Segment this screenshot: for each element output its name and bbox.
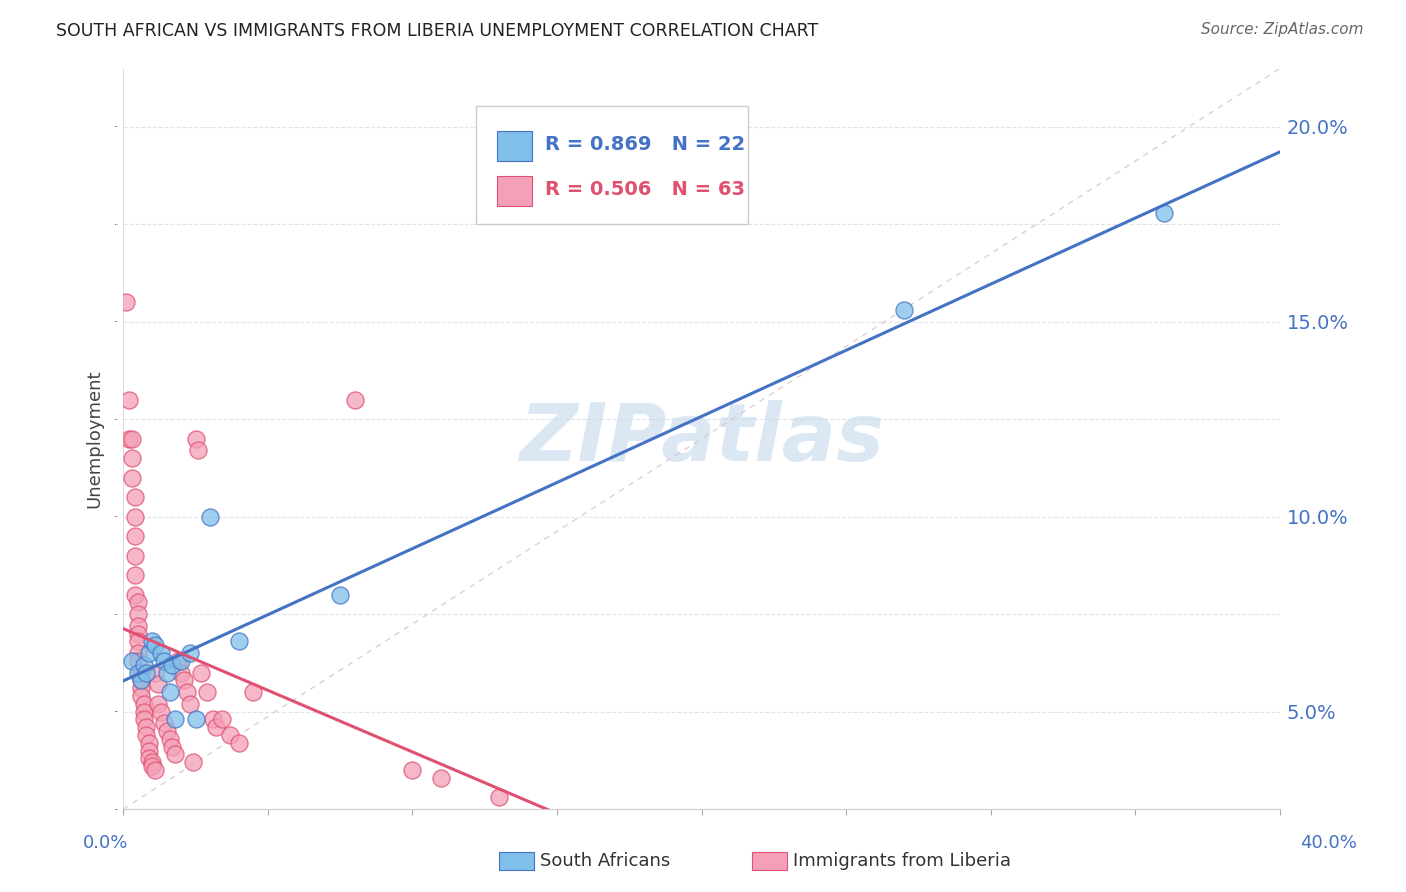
Point (146, 697, 169, 711)
FancyBboxPatch shape (496, 131, 531, 161)
Point (204, 720, 226, 734)
Point (173, 673, 195, 688)
Point (138, 743, 160, 757)
FancyBboxPatch shape (477, 105, 748, 224)
Point (129, 681, 152, 696)
Point (127, 634, 149, 648)
Point (430, 771, 453, 785)
Point (124, 509, 146, 524)
Point (132, 697, 155, 711)
Point (141, 756, 163, 770)
Point (179, 646, 201, 660)
Point (132, 712, 155, 726)
Point (143, 763, 166, 777)
Text: 40.0%: 40.0% (1301, 834, 1357, 852)
Point (179, 697, 201, 711)
Point (184, 712, 207, 726)
FancyBboxPatch shape (496, 176, 531, 205)
Point (167, 654, 190, 668)
Point (159, 731, 181, 746)
Point (198, 509, 221, 524)
Point (127, 654, 149, 668)
Point (488, 790, 510, 805)
Point (165, 712, 187, 726)
Point (118, 392, 141, 407)
Point (143, 638, 166, 652)
Point (127, 595, 149, 609)
Point (329, 588, 352, 602)
Point (121, 471, 143, 485)
Point (190, 665, 212, 680)
Point (201, 712, 224, 726)
Point (127, 619, 149, 633)
Text: 0.0%: 0.0% (83, 834, 128, 852)
Point (228, 634, 250, 648)
Point (129, 673, 152, 688)
Point (129, 673, 152, 688)
Point (159, 685, 181, 699)
Point (124, 490, 146, 504)
Point (141, 634, 163, 648)
Point (162, 657, 184, 672)
Y-axis label: Unemployment: Unemployment (86, 369, 103, 508)
Point (165, 747, 187, 762)
Point (121, 432, 143, 446)
Point (401, 763, 423, 777)
Point (242, 685, 264, 699)
Text: Immigrants from Liberia: Immigrants from Liberia (793, 852, 1011, 870)
Point (118, 432, 141, 446)
Point (170, 654, 193, 668)
Point (127, 665, 149, 680)
Text: ZIPatlas: ZIPatlas (519, 400, 884, 478)
Point (129, 689, 152, 703)
Point (135, 720, 157, 734)
Point (146, 677, 169, 691)
Point (152, 716, 174, 731)
Point (127, 607, 149, 621)
Point (124, 568, 146, 582)
Text: South Africans: South Africans (540, 852, 671, 870)
Point (152, 654, 174, 668)
Point (343, 392, 366, 407)
Point (121, 451, 143, 466)
Point (124, 588, 146, 602)
Point (135, 665, 157, 680)
Point (219, 728, 242, 742)
Point (156, 665, 179, 680)
Point (195, 685, 218, 699)
Point (132, 657, 155, 672)
Point (187, 443, 209, 458)
Point (211, 712, 233, 726)
Point (127, 646, 149, 660)
Point (115, 295, 138, 310)
Text: SOUTH AFRICAN VS IMMIGRANTS FROM LIBERIA UNEMPLOYMENT CORRELATION CHART: SOUTH AFRICAN VS IMMIGRANTS FROM LIBERIA… (56, 22, 818, 40)
Point (132, 705, 155, 719)
Point (149, 705, 172, 719)
Point (121, 654, 143, 668)
Point (228, 736, 250, 750)
Point (141, 759, 163, 773)
Point (893, 303, 915, 318)
Point (129, 665, 152, 680)
Point (170, 665, 193, 680)
Point (149, 646, 172, 660)
Point (135, 728, 157, 742)
Point (127, 626, 149, 640)
Point (138, 736, 160, 750)
Point (184, 432, 207, 446)
Point (143, 665, 166, 680)
Point (176, 685, 198, 699)
Point (156, 724, 179, 739)
Point (138, 751, 160, 765)
Point (1153, 205, 1175, 219)
Point (124, 529, 146, 543)
Point (162, 739, 184, 754)
Point (181, 756, 204, 770)
Point (138, 646, 160, 660)
Text: R = 0.506   N = 63: R = 0.506 N = 63 (546, 179, 745, 199)
Text: R = 0.869   N = 22: R = 0.869 N = 22 (546, 136, 745, 154)
Point (124, 549, 146, 563)
Text: Source: ZipAtlas.com: Source: ZipAtlas.com (1201, 22, 1364, 37)
